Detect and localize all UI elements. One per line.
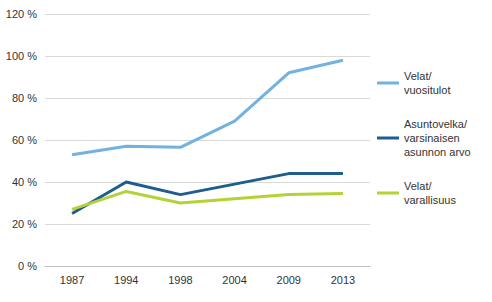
svg-text:Velat/: Velat/: [404, 180, 432, 192]
svg-text:2004: 2004: [222, 274, 246, 286]
svg-text:2009: 2009: [277, 274, 301, 286]
svg-text:varallisuus: varallisuus: [404, 194, 456, 206]
svg-text:Asuntovelka/: Asuntovelka/: [404, 118, 468, 130]
svg-text:Velat/: Velat/: [404, 70, 432, 82]
svg-text:80 %: 80 %: [12, 92, 37, 104]
svg-text:20 %: 20 %: [12, 218, 37, 230]
svg-text:varsinaisen: varsinaisen: [404, 132, 460, 144]
svg-text:1998: 1998: [168, 274, 192, 286]
svg-text:0 %: 0 %: [18, 260, 37, 272]
svg-text:vuositulot: vuositulot: [404, 84, 450, 96]
svg-text:100 %: 100 %: [6, 50, 37, 62]
svg-text:asunnon arvo: asunnon arvo: [404, 146, 471, 158]
svg-text:1987: 1987: [60, 274, 84, 286]
svg-text:2013: 2013: [331, 274, 355, 286]
svg-text:60 %: 60 %: [12, 134, 37, 146]
svg-text:40 %: 40 %: [12, 176, 37, 188]
svg-text:120 %: 120 %: [6, 8, 37, 20]
svg-text:1994: 1994: [114, 274, 138, 286]
